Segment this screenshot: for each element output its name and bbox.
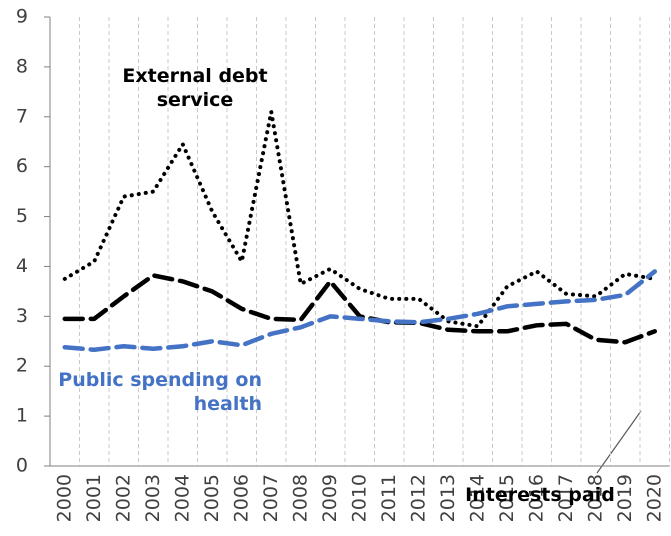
y-tick-label: 5 [16, 205, 28, 227]
series-line [62, 109, 657, 329]
x-tick-label: 2018 [584, 474, 606, 522]
y-tick-label: 1 [16, 405, 28, 427]
annotation: External debt service [122, 65, 268, 111]
y-tick-label: 3 [16, 305, 28, 327]
x-tick-label: 2001 [83, 474, 105, 522]
leader-line [596, 410, 642, 474]
x-tick-label: 2017 [555, 474, 577, 522]
x-tick-label: 2010 [348, 474, 370, 522]
y-tick-label: 9 [16, 6, 28, 28]
y-tick-label: 0 [16, 455, 28, 477]
x-tick-label: 2006 [230, 474, 252, 522]
x-tick-label: 2003 [142, 474, 164, 522]
x-tick-label: 2011 [378, 474, 400, 522]
x-tick-label: 2009 [319, 474, 341, 522]
x-tick-label: 2019 [614, 474, 636, 522]
x-tick-label: 2016 [525, 474, 547, 522]
y-tick-label: 6 [16, 155, 28, 177]
x-tick-label: 2013 [437, 474, 459, 522]
x-tick-label: 2015 [496, 474, 518, 522]
x-tick-label: 2002 [112, 474, 134, 522]
x-tick-label: 2012 [407, 474, 429, 522]
annotation: Interests paid [465, 484, 615, 506]
y-tick-label: 7 [16, 105, 28, 127]
x-tick-label: 2020 [643, 474, 665, 522]
x-tick-label: 2000 [53, 474, 75, 522]
series-line [62, 269, 657, 353]
series-line [62, 273, 657, 345]
annotation: Public spending on health [58, 369, 262, 415]
x-tick-label: 2007 [260, 474, 282, 522]
x-tick-label: 2004 [171, 474, 193, 522]
x-tick-label: 2005 [201, 474, 223, 522]
y-tick-label: 2 [16, 355, 28, 377]
x-tick-label: 2008 [289, 474, 311, 522]
y-tick-label: 8 [16, 55, 28, 77]
x-tick-label: 2014 [466, 474, 488, 522]
y-tick-label: 4 [16, 255, 28, 277]
